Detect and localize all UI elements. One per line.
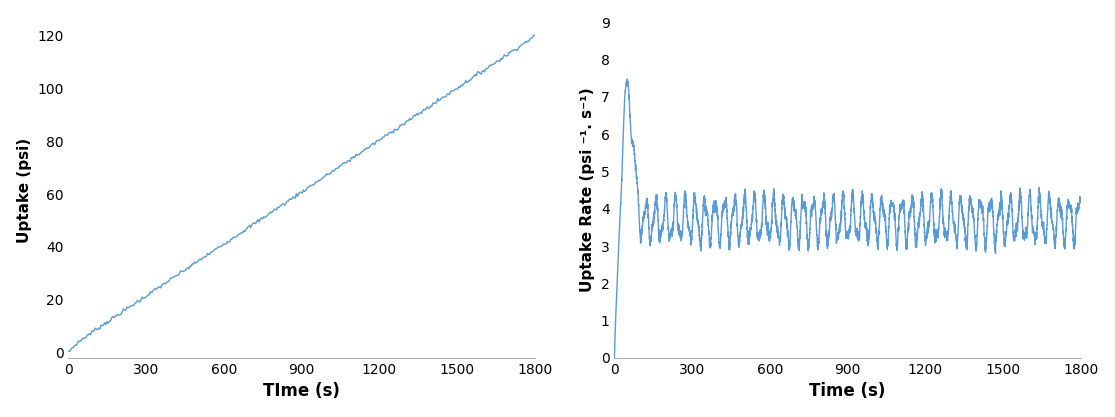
X-axis label: TIme (s): TIme (s)	[263, 382, 340, 400]
X-axis label: Time (s): Time (s)	[809, 382, 885, 400]
Y-axis label: Uptake (psi): Uptake (psi)	[17, 138, 31, 243]
Y-axis label: Uptake Rate (psi ⁻¹. s⁻¹): Uptake Rate (psi ⁻¹. s⁻¹)	[580, 88, 595, 292]
